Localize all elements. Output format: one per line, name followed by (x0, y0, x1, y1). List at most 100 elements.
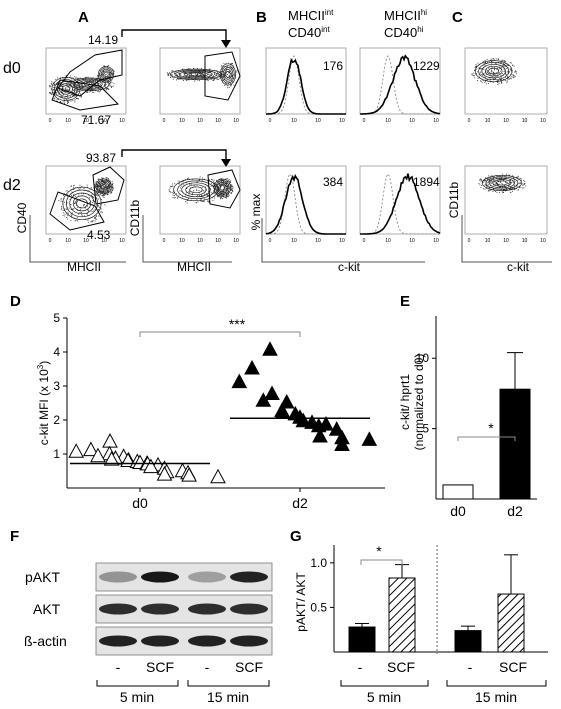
event-dot (507, 75, 508, 77)
event-dot (215, 192, 217, 194)
event-dot (512, 76, 514, 78)
event-dot (523, 183, 525, 185)
event-dot (503, 78, 504, 80)
g-lane-2: SCF (387, 659, 415, 675)
event-dot (60, 200, 62, 202)
event-dot (77, 85, 79, 86)
flow-tick-label: 0 (363, 118, 366, 124)
event-dot (211, 77, 213, 79)
event-dot (189, 68, 191, 70)
event-dot (63, 194, 64, 196)
event-dot (224, 183, 226, 185)
event-dot (504, 60, 506, 62)
event-dot (479, 179, 481, 181)
event-dot (110, 191, 112, 192)
event-dot (480, 69, 482, 71)
event-dot (71, 214, 73, 216)
event-dot (518, 183, 520, 185)
event-dot (196, 199, 198, 201)
event-dot (97, 186, 99, 188)
f-lane-2: SCF (146, 659, 174, 675)
event-dot (213, 72, 215, 74)
event-dot (67, 100, 69, 102)
event-dot (95, 186, 96, 188)
event-dot (484, 62, 486, 64)
event-dot (496, 176, 498, 177)
event-dot (109, 180, 111, 182)
event-dot (90, 87, 92, 89)
event-dot (212, 79, 214, 81)
event-dot (213, 79, 215, 81)
event-dot (223, 188, 224, 190)
event-dot (106, 177, 108, 179)
event-dot (178, 183, 180, 184)
event-dot (96, 83, 98, 85)
event-dot (168, 74, 169, 76)
d-ytick-label: 4 (53, 345, 60, 359)
event-dot (61, 207, 63, 209)
event-dot (72, 95, 74, 96)
event-dot (226, 66, 228, 67)
event-dot (478, 74, 480, 76)
event-dot (217, 180, 219, 182)
event-dot (230, 184, 232, 186)
event-dot (487, 79, 489, 80)
event-dot (60, 101, 62, 103)
event-dot (92, 81, 94, 83)
event-dot (96, 184, 98, 185)
event-dot (87, 186, 89, 188)
event-dot (86, 91, 88, 93)
event-dot (186, 77, 188, 79)
event-dot (51, 93, 52, 95)
event-dot (102, 189, 104, 191)
event-dot (225, 189, 227, 191)
event-dot (183, 73, 185, 75)
event-dot (207, 194, 208, 196)
event-dot (492, 77, 494, 79)
event-dot (217, 78, 219, 80)
event-dot (91, 195, 92, 196)
event-dot (512, 75, 514, 77)
event-dot (230, 63, 232, 65)
event-dot (494, 63, 496, 64)
event-dot (483, 179, 485, 181)
event-dot (224, 186, 226, 188)
event-dot (507, 64, 509, 66)
event-dot (104, 83, 106, 85)
event-dot (173, 197, 175, 199)
g-ytick-label: 1.0 (310, 556, 327, 570)
event-dot (64, 208, 66, 210)
event-dot (66, 99, 68, 101)
event-dot (497, 82, 499, 84)
event-dot (203, 75, 205, 77)
event-dot (198, 179, 200, 181)
event-dot (103, 67, 105, 69)
blot-band (141, 603, 179, 615)
panel-g-chart: 0.51.0 (310, 545, 548, 654)
event-dot (486, 182, 488, 184)
event-dot (75, 92, 77, 94)
event-dot (510, 62, 512, 64)
blot-band (188, 603, 226, 615)
event-dot (197, 79, 199, 81)
gate-polygon (204, 51, 241, 101)
event-dot (214, 78, 216, 79)
event-dot (506, 81, 508, 83)
event-dot (110, 80, 112, 82)
event-dot (216, 189, 218, 191)
event-dot (60, 96, 62, 98)
event-dot (503, 65, 505, 66)
event-dot (220, 194, 222, 196)
event-dot (222, 76, 224, 78)
event-dot (501, 81, 502, 83)
event-dot (230, 85, 232, 86)
event-dot (228, 72, 229, 74)
contour-line (73, 78, 107, 90)
panel-letter-a: A (78, 9, 89, 26)
gate-polygon (207, 169, 241, 209)
event-dot (71, 185, 72, 187)
event-dot (72, 186, 74, 188)
event-dot (79, 83, 81, 85)
event-dot (180, 76, 182, 78)
event-dot (236, 70, 238, 72)
